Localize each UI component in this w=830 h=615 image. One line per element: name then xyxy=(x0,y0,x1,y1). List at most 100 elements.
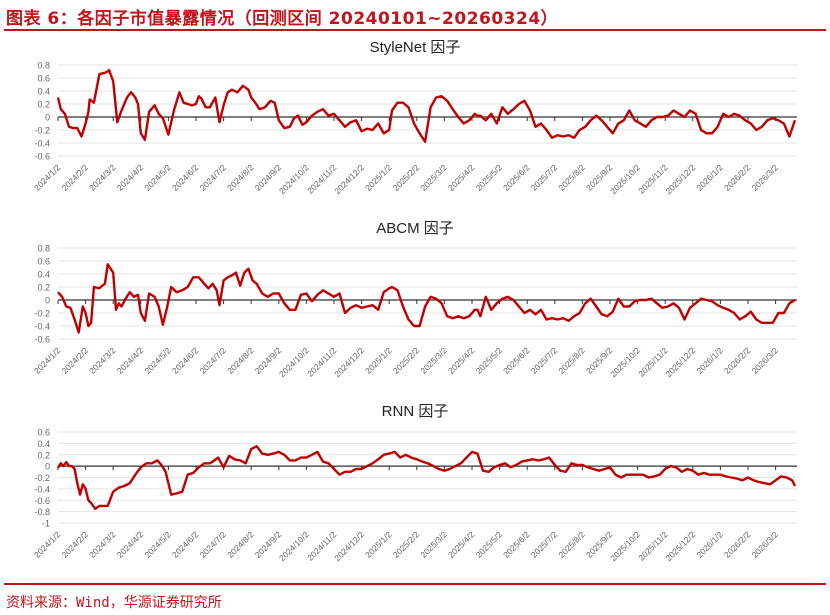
chart-plot-rnn: 0.60.40.20-0.2-0.4-0.6-0.8-12024/1/22024… xyxy=(32,428,797,563)
y-tick-label: -0.8 xyxy=(34,507,50,517)
x-tick-label: 2024/12/2 xyxy=(332,529,366,563)
x-tick-label: 2024/8/2 xyxy=(225,345,256,376)
y-tick-label: -0.6 xyxy=(34,152,50,162)
title-divider xyxy=(4,29,826,31)
y-tick-label: 0.4 xyxy=(37,270,50,280)
x-tick-label: 2024/4/2 xyxy=(115,345,146,376)
x-tick-label: 2024/6/2 xyxy=(170,162,201,193)
x-tick-label: 2024/12/2 xyxy=(332,345,366,379)
x-tick-label: 2024/5/2 xyxy=(142,162,173,193)
series-line xyxy=(56,445,796,511)
x-tick-label: 2025/8/2 xyxy=(556,529,587,560)
y-tick-label: -0.4 xyxy=(34,322,50,332)
y-tick-label: -0.2 xyxy=(34,126,50,136)
x-tick-label: 2025/3/2 xyxy=(418,345,449,376)
y-tick-label: 0 xyxy=(45,113,50,123)
y-tick-label: 0.6 xyxy=(37,257,50,267)
x-tick-label: 2025/2/2 xyxy=(391,345,422,376)
x-tick-label: 2026/3/2 xyxy=(750,162,781,193)
x-tick-label: 2025/4/2 xyxy=(446,529,477,560)
x-tick-label: 2026/1/2 xyxy=(694,162,725,193)
y-tick-label: -0.2 xyxy=(34,309,50,319)
chart-plot-abcm: 0.8 0.6 0.4 0.2 0 -0.2 -0.4 -0.62024/1/22024/2/… xyxy=(32,244,797,379)
x-tick-label: 2025/12/2 xyxy=(663,529,697,563)
x-tick-label: 2024/1/2 xyxy=(32,529,63,560)
x-tick-label: 2025/1/2 xyxy=(363,529,394,560)
x-tick-label: 2026/3/2 xyxy=(750,529,781,560)
x-tick-label: 2025/5/2 xyxy=(474,345,505,376)
chart-abcm: ABCM 因子 0.8 0.6 0.4 0.2 0 -0.2 -0.4 -0.6 2024/1/… xyxy=(0,213,830,393)
x-tick-label: 2024/1/2 xyxy=(32,345,63,376)
chart-plot-stylenet: 0.8 0.6 0.4 0.2 0 -0.2 -0.4 -0.62024/1/22024/2/… xyxy=(32,61,797,196)
x-tick-label: 2025/7/2 xyxy=(529,162,560,193)
y-tick-label: 0.2 xyxy=(37,100,50,110)
x-tick-label: 2025/10/2 xyxy=(608,345,642,379)
chart-title-rnn: RNN 因子 xyxy=(381,403,449,420)
x-tick-label: 2024/10/2 xyxy=(277,162,311,196)
y-tick-label: 0.4 xyxy=(37,87,50,97)
x-tick-label: 2024/1/2 xyxy=(32,162,63,193)
x-tick-label: 2024/10/2 xyxy=(277,345,311,379)
y-tick-label: -0.4 xyxy=(34,484,50,494)
x-tick-label: 2025/2/2 xyxy=(391,529,422,560)
x-tick-label: 2024/5/2 xyxy=(142,529,173,560)
x-tick-label: 2025/7/2 xyxy=(529,345,560,376)
x-tick-label: 2025/10/2 xyxy=(608,529,642,563)
x-tick-label: 2025/6/2 xyxy=(501,529,532,560)
x-tick-label: 2025/5/2 xyxy=(474,529,505,560)
x-tick-label: 2026/1/2 xyxy=(694,345,725,376)
y-tick-label: 0 xyxy=(45,462,50,472)
x-tick-label: 2025/3/2 xyxy=(418,162,449,193)
footer-divider xyxy=(4,583,826,585)
y-tick-label: 0.8 xyxy=(37,244,50,254)
x-tick-label: 2025/1/2 xyxy=(363,162,394,193)
x-tick-label: 2025/6/2 xyxy=(501,162,532,193)
x-tick-label: 2024/5/2 xyxy=(142,345,173,376)
x-tick-label: 2025/10/2 xyxy=(608,162,642,196)
x-tick-label: 2025/4/2 xyxy=(446,345,477,376)
x-tick-label: 2024/3/2 xyxy=(87,162,118,193)
y-tick-label: -0.6 xyxy=(34,335,50,345)
x-tick-label: 2024/3/2 xyxy=(87,345,118,376)
source-note: 资料来源：Wind，华源证券研究所 xyxy=(6,595,222,611)
x-tick-label: 2025/12/2 xyxy=(663,345,697,379)
x-tick-label: 2024/4/2 xyxy=(115,529,146,560)
x-tick-label: 2025/12/2 xyxy=(663,162,697,196)
x-tick-label: 2024/6/2 xyxy=(170,345,201,376)
y-tick-label: -0.2 xyxy=(34,473,50,483)
y-tick-label: 0.8 xyxy=(37,61,50,71)
figure-title: 图表 6：各因子市值暴露情况（回测区间 20240101~20260324） xyxy=(6,9,559,29)
y-tick-label: -1 xyxy=(42,519,50,529)
x-tick-label: 2026/2/2 xyxy=(722,529,753,560)
x-tick-label: 2024/6/2 xyxy=(170,529,201,560)
x-tick-label: 2024/4/2 xyxy=(115,162,146,193)
x-tick-label: 2025/4/2 xyxy=(446,162,477,193)
x-tick-label: 2026/1/2 xyxy=(694,529,725,560)
y-tick-label: -0.4 xyxy=(34,139,50,149)
x-tick-label: 2025/2/2 xyxy=(391,162,422,193)
x-tick-label: 2024/3/2 xyxy=(87,529,118,560)
x-tick-label: 2024/7/2 xyxy=(198,162,229,193)
y-tick-label: 0.2 xyxy=(37,450,50,460)
x-tick-label: 2024/8/2 xyxy=(225,162,256,193)
x-tick-label: 2025/7/2 xyxy=(529,529,560,560)
x-tick-label: 2024/10/2 xyxy=(277,529,311,563)
x-tick-label: 2024/8/2 xyxy=(225,529,256,560)
x-tick-label: 2024/7/2 xyxy=(198,529,229,560)
x-tick-label: 2025/3/2 xyxy=(418,529,449,560)
x-tick-label: 2026/2/2 xyxy=(722,345,753,376)
series-line xyxy=(56,69,797,143)
chart-title-stylenet: StyleNet 因子 xyxy=(369,39,461,56)
series-line xyxy=(57,263,796,334)
y-tick-label: -0.6 xyxy=(34,496,50,506)
y-tick-label: 0 xyxy=(45,296,50,306)
x-tick-label: 2026/3/2 xyxy=(750,345,781,376)
x-tick-label: 2024/2/2 xyxy=(60,162,91,193)
x-tick-label: 2025/6/2 xyxy=(501,345,532,376)
chart-title-abcm: ABCM 因子 xyxy=(376,220,454,237)
x-tick-label: 2024/7/2 xyxy=(198,345,229,376)
x-tick-label: 2024/12/2 xyxy=(332,162,366,196)
x-tick-label: 2025/1/2 xyxy=(363,345,394,376)
y-tick-label: 0.6 xyxy=(37,428,50,438)
x-tick-label: 2024/2/2 xyxy=(60,345,91,376)
